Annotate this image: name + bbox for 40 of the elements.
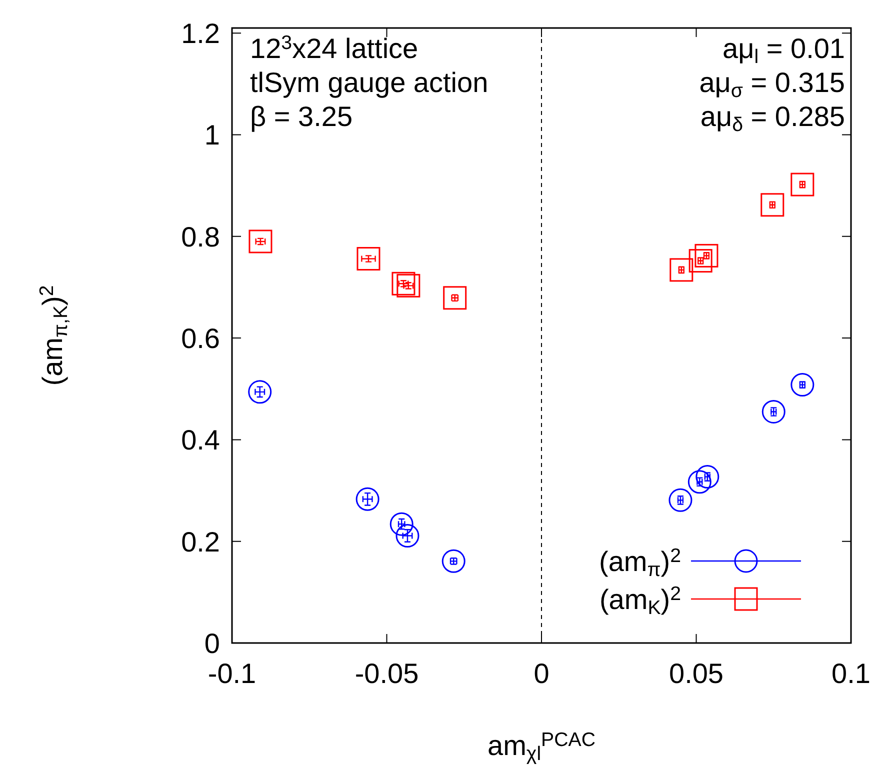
y-tick-label: 0.8: [181, 221, 220, 252]
point: [696, 465, 720, 489]
annotation: aμ$_{σ}$ = 0.315: [699, 67, 845, 102]
y-tick-label: 1: [204, 120, 220, 151]
annotation: aμ$_{δ}$ = 0.285: [700, 101, 845, 136]
point: [670, 258, 694, 282]
y-tick-label: 0: [204, 628, 220, 659]
x-tick-label: -0.1: [208, 658, 256, 689]
point: [790, 172, 814, 196]
point: [396, 274, 420, 298]
point: [443, 286, 467, 310]
x-tick-label: 0.05: [669, 658, 724, 689]
y-tick-label: 0.6: [181, 323, 220, 354]
point: [356, 247, 380, 270]
point: [390, 512, 414, 536]
annotation: aμ$_{l}$ = 0.01: [722, 33, 845, 68]
point: [790, 373, 814, 397]
point: [668, 488, 692, 512]
annotation: 12$^{3}$x24 lattice: [250, 32, 418, 64]
point: [688, 249, 712, 273]
annotation: β = 3.25: [250, 101, 353, 132]
annotation: tlSym gauge action: [250, 67, 488, 98]
point: [688, 470, 712, 494]
point: [762, 400, 786, 424]
legend-label: (am$_{π}$)$^{2}$: [599, 545, 681, 581]
point: [442, 549, 466, 573]
y-tick-label: 1.2: [181, 18, 220, 50]
point: [248, 230, 272, 254]
point: [396, 524, 420, 548]
point: [392, 272, 416, 296]
legend-label: (am$_{K}$)$^{2}$: [599, 583, 681, 619]
point: [760, 193, 784, 217]
point: [694, 244, 718, 268]
x-tick-label: 0: [534, 658, 550, 689]
y-tick-label: 0.2: [181, 526, 220, 558]
y-tick-label: 0.4: [181, 424, 220, 456]
x-tick-label: 0.1: [832, 658, 870, 689]
point: [356, 487, 380, 511]
point: [248, 380, 272, 404]
x-tick-label: -0.05: [354, 658, 419, 689]
